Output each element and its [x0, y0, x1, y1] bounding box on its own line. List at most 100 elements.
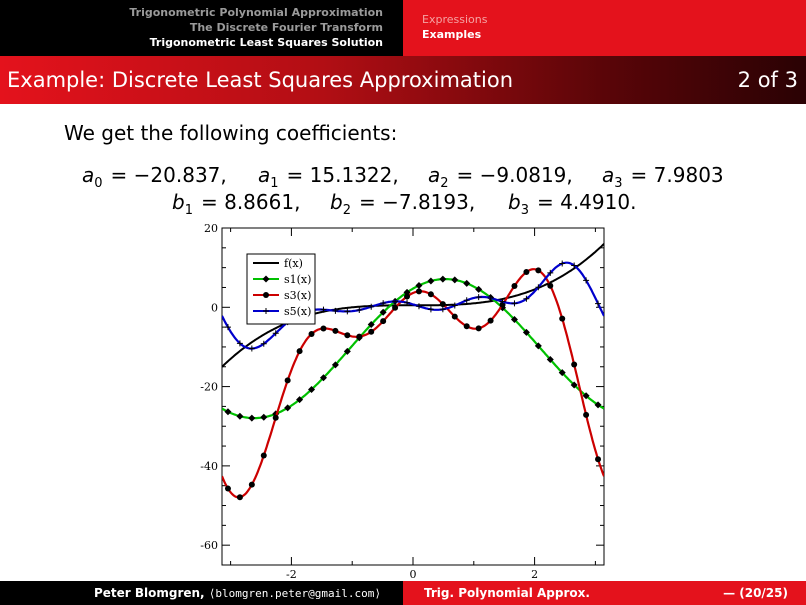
- axis-ticks: 200-20-40-60-2 0 2: [200, 222, 604, 581]
- y-tick-label: 20: [204, 222, 218, 235]
- series-point: [356, 307, 363, 314]
- series-point: [319, 374, 327, 382]
- x-tick-label: -2: [286, 568, 297, 581]
- coef-b3: b3 = 4.4910.: [508, 190, 637, 218]
- series-point: [236, 494, 243, 501]
- coef-a0: a0 = −20.837,: [82, 163, 227, 191]
- series-point: [248, 414, 256, 422]
- series-point: [511, 300, 518, 307]
- series-point: [475, 285, 483, 293]
- series-point: [427, 277, 435, 285]
- series-point: [523, 269, 530, 276]
- series-point: [547, 282, 554, 289]
- series-point: [499, 298, 506, 305]
- series-point: [296, 348, 303, 355]
- nav-section-least-squares[interactable]: Trigonometric Least Squares Solution: [149, 36, 383, 49]
- series-point: [595, 456, 602, 463]
- title-bar: Example: Discrete Least Squares Approxim…: [0, 56, 806, 104]
- series-point: [404, 293, 411, 300]
- series-point: [571, 361, 578, 368]
- y-tick-label: 0: [211, 301, 218, 314]
- series-point: [511, 282, 518, 289]
- series-point: [260, 413, 268, 421]
- series-point: [224, 485, 231, 492]
- series-point: [308, 330, 315, 337]
- series-point: [439, 275, 447, 283]
- series-point: [392, 304, 399, 311]
- coef-a3: a3 = 7.9803: [602, 163, 724, 191]
- legend-marker: [262, 275, 270, 283]
- nav-section-trig-poly[interactable]: Trigonometric Polynomial Approximation: [129, 6, 383, 19]
- series-point: [248, 345, 255, 352]
- series-point: [260, 340, 267, 347]
- series-point: [332, 307, 339, 314]
- series-point: [583, 277, 590, 284]
- nav-subsection-examples[interactable]: Examples: [422, 28, 482, 41]
- series-point: [558, 369, 566, 377]
- intro-text: We get the following coefficients:: [64, 121, 398, 145]
- series-point: [343, 347, 351, 355]
- series-point: [463, 323, 470, 330]
- series-point: [284, 377, 291, 384]
- series-point: [463, 279, 471, 287]
- footer-email: ⟨blomgren.peter@gmail.com⟩: [208, 587, 381, 600]
- series-point: [583, 411, 590, 418]
- series-point: [344, 332, 351, 339]
- series-point: [510, 315, 518, 323]
- legend-box: [246, 253, 316, 325]
- series-point: [546, 355, 554, 363]
- series-point: [451, 276, 459, 284]
- coef-b2: b2 = −7.8193,: [330, 190, 476, 218]
- series-point: [415, 303, 422, 310]
- series-point: [559, 260, 566, 267]
- series-point: [439, 301, 446, 308]
- series-point: [487, 317, 494, 324]
- series-point: [439, 306, 446, 313]
- series-point: [332, 327, 339, 334]
- footer-author: Peter Blomgren, ⟨blomgren.peter@gmail.co…: [93, 586, 381, 600]
- series-point: [236, 340, 243, 347]
- slide-title: Example: Discrete Least Squares Approxim…: [7, 68, 513, 92]
- legend-label: s3(x): [284, 289, 311, 302]
- series-point: [368, 303, 375, 310]
- series-point: [331, 361, 339, 369]
- series-point: [320, 325, 327, 332]
- series-point: [523, 295, 530, 302]
- series-point: [582, 392, 590, 400]
- series-point: [272, 330, 279, 337]
- series-point: [463, 297, 470, 304]
- chart-legend: f(x) s1(x) s3(x) s5(x): [246, 253, 316, 325]
- series-point: [296, 396, 304, 404]
- series-point: [415, 281, 423, 289]
- header-bar: Trigonometric Polynomial Approximation T…: [0, 0, 806, 56]
- legend-label: s5(x): [284, 305, 311, 318]
- legend-label: f(x): [284, 257, 303, 270]
- series-point: [308, 385, 316, 393]
- series-point: [224, 324, 231, 331]
- nav-subsection-expressions[interactable]: Expressions: [422, 13, 488, 26]
- footer-short-title: Trig. Polynomial Approx.: [424, 586, 590, 600]
- series-point: [392, 298, 399, 305]
- series-point: [380, 300, 387, 307]
- series-point: [224, 408, 232, 416]
- series-point: [475, 325, 482, 332]
- series-point: [404, 299, 411, 306]
- coef-a1: a1 = 15.1322,: [258, 163, 399, 191]
- coef-b1: b1 = 8.8661,: [172, 190, 301, 218]
- nav-section-dft[interactable]: The Discrete Fourier Transform: [189, 21, 383, 34]
- series-point: [475, 294, 482, 301]
- series-point: [522, 328, 530, 336]
- series-point: [570, 381, 578, 389]
- series-point: [451, 313, 458, 320]
- series-point: [571, 262, 578, 269]
- section-nav: Trigonometric Polynomial Approximation T…: [0, 0, 403, 56]
- series-point: [427, 306, 434, 313]
- series-point: [535, 267, 542, 274]
- series-point: [594, 401, 602, 409]
- series-point: [272, 414, 279, 421]
- series-point: [595, 300, 602, 307]
- series-point: [284, 404, 292, 412]
- legend-marker: [263, 308, 269, 314]
- slide-counter: 2 of 3: [737, 68, 798, 92]
- coef-a2: a2 = −9.0819,: [428, 163, 573, 191]
